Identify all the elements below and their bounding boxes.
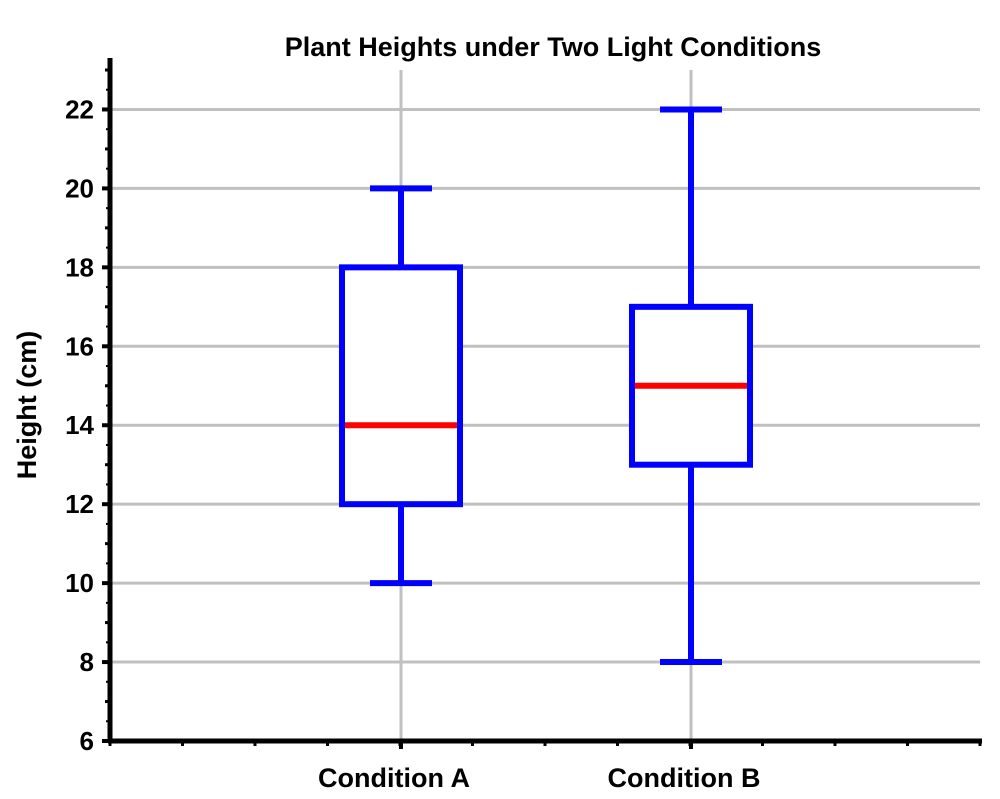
y-tick-label: 16 bbox=[65, 331, 94, 361]
y-tick-label: 20 bbox=[65, 173, 94, 203]
tick-labels-group: 6 8 10 12 14 16 18 20 22 Condition A Condition B bbox=[65, 94, 760, 793]
boxes-group bbox=[339, 106, 753, 666]
y-tick-label: 6 bbox=[80, 726, 94, 756]
box-condition-a bbox=[339, 185, 463, 587]
y-tick-label: 18 bbox=[65, 252, 94, 282]
y-tick-label: 10 bbox=[65, 568, 94, 598]
grid-lines bbox=[110, 70, 980, 741]
axes-group bbox=[102, 58, 982, 749]
x-category-label: Condition A bbox=[318, 763, 470, 793]
y-tick-label: 14 bbox=[65, 410, 94, 440]
x-category-label: Condition B bbox=[608, 763, 761, 793]
y-tick-label: 22 bbox=[65, 94, 94, 124]
iqr-box bbox=[339, 264, 463, 508]
y-tick-label: 12 bbox=[65, 489, 94, 519]
y-tick-label: 8 bbox=[80, 647, 94, 677]
y-axis-label: Height (cm) bbox=[12, 331, 42, 480]
box-condition-b bbox=[629, 106, 753, 666]
chart-title: Plant Heights under Two Light Conditions bbox=[285, 32, 821, 62]
